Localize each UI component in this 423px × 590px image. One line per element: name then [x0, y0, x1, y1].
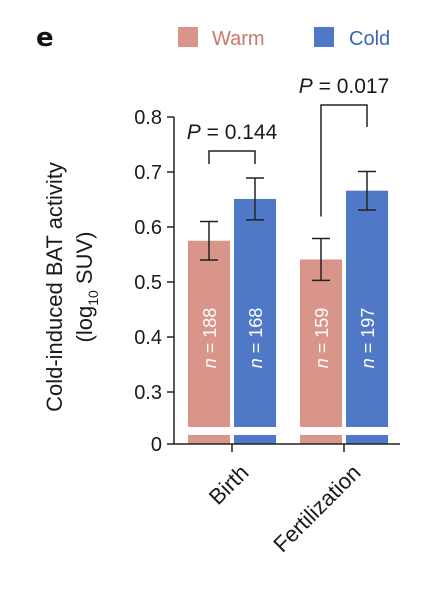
y-tick-label: 0.8 — [134, 107, 162, 129]
legend-item-cold: Cold — [314, 27, 390, 50]
x-tick-label: Birth — [204, 460, 254, 510]
significance-bracket — [320, 104, 368, 217]
x-tick-label: Fertilization — [268, 460, 365, 557]
bars: n = 188 n = 168 n = 159 n = 197 — [188, 170, 388, 444]
bar-cold — [234, 198, 276, 444]
panel-label: e — [36, 23, 54, 53]
axis-break — [186, 427, 394, 435]
bar-cold — [346, 190, 388, 444]
sample-size-label: n = 197 — [358, 308, 378, 369]
legend-swatch-warm — [178, 27, 198, 47]
y-tick-label: 0.5 — [134, 272, 162, 294]
legend-swatch-cold — [314, 27, 334, 47]
sample-size-label: n = 188 — [200, 308, 220, 369]
significance-annotations: P = 0.144 P = 0.017 — [187, 75, 390, 217]
y-axis-title-log: (log — [72, 306, 97, 343]
p-value-label: P = 0.144 — [187, 121, 278, 144]
bar-warm — [300, 259, 342, 444]
legend: Warm Cold — [178, 27, 390, 50]
y-tick-label: 0.4 — [134, 327, 162, 349]
sample-size-label: n = 168 — [246, 308, 266, 369]
y-axis-title-line1: Cold-induced BAT activity — [42, 162, 67, 412]
y-tick-label: 0.6 — [134, 217, 162, 239]
legend-label-warm: Warm — [212, 28, 265, 50]
y-axis-title-line2: (log10 SUV) — [72, 232, 101, 343]
legend-label-cold: Cold — [349, 28, 390, 50]
significance-bracket — [208, 150, 256, 164]
y-tick-label: 0.3 — [134, 382, 162, 404]
sample-size-label: n = 159 — [312, 308, 332, 369]
y-axis-title: Cold-induced BAT activity (log10 SUV) — [42, 162, 101, 412]
y-tick-label: 0 — [151, 434, 162, 456]
p-value-label: P = 0.017 — [299, 75, 390, 98]
legend-item-warm: Warm — [178, 27, 265, 50]
bar-warm — [188, 240, 230, 444]
y-axis-title-unit: SUV) — [72, 232, 97, 291]
y-tick-label: 0.7 — [134, 162, 162, 184]
y-axis-title-subscript: 10 — [85, 290, 101, 306]
